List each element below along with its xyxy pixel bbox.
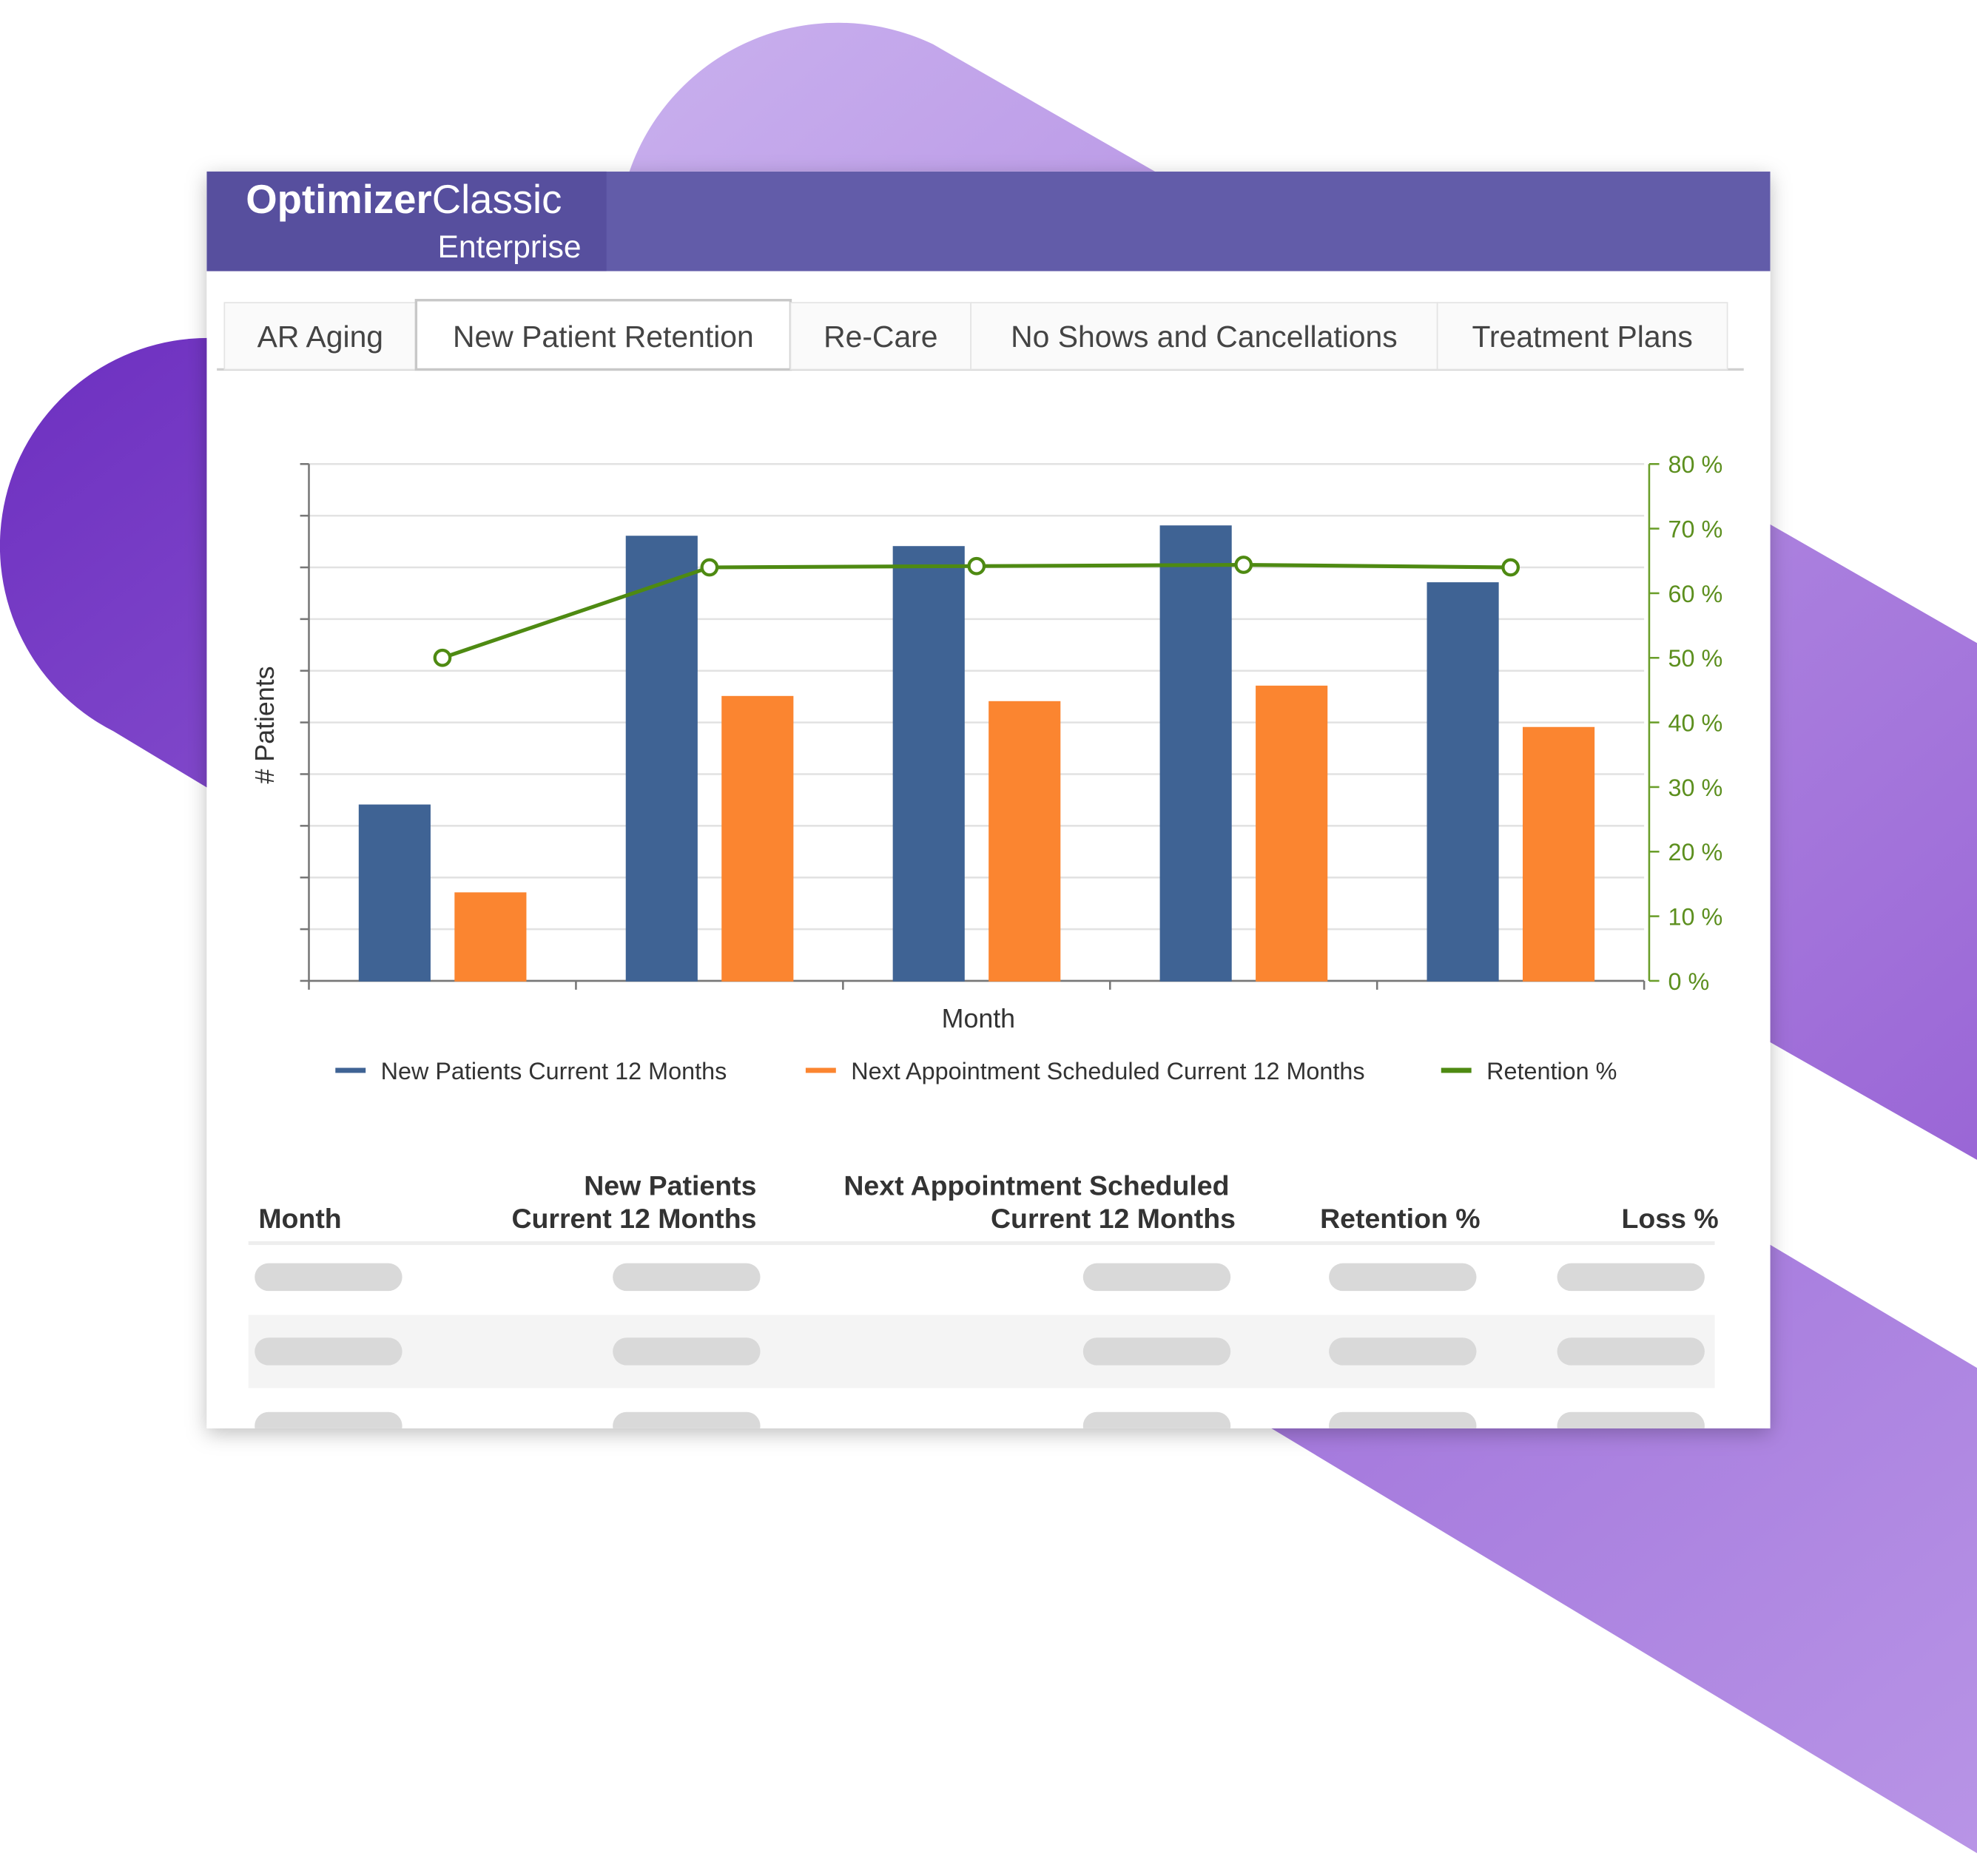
card xyxy=(206,171,1771,1428)
skeleton-cell xyxy=(1329,1411,1477,1428)
brand-subtitle: Enterprise xyxy=(437,229,581,265)
y2-tick-label: 50 % xyxy=(1668,645,1723,672)
bar xyxy=(721,695,794,982)
column-header: Loss % xyxy=(1621,1203,1718,1234)
logo-block xyxy=(206,171,607,271)
column-header: New Patients xyxy=(584,1170,756,1201)
brand-rest: Classic xyxy=(432,177,562,222)
y2-tick-label: 60 % xyxy=(1668,581,1723,607)
skeleton-cell xyxy=(613,1263,761,1292)
bar xyxy=(892,546,965,982)
skeleton-cell xyxy=(1557,1337,1705,1366)
tab[interactable] xyxy=(223,302,417,371)
chart: 0 % 10 % 20 % 30 % 40 % 50 % 60 % 70 % 80 % # Pat… xyxy=(250,451,1722,1084)
bar xyxy=(454,892,527,982)
bar xyxy=(988,701,1061,982)
tab-label[interactable]: New Patient Retention xyxy=(453,320,754,354)
tab-label[interactable]: Re-Care xyxy=(824,320,937,354)
skeleton-cell xyxy=(1329,1337,1477,1366)
line-point xyxy=(1234,556,1253,574)
bar xyxy=(625,536,698,982)
bar xyxy=(1427,582,1499,982)
tab[interactable] xyxy=(1436,302,1728,371)
skeleton-cell xyxy=(1329,1263,1477,1292)
x-axis-title: Month xyxy=(942,1004,1015,1033)
skeleton-cell xyxy=(255,1337,403,1366)
y2-tick-label: 80 % xyxy=(1668,451,1723,478)
skeleton-cell xyxy=(1082,1411,1231,1428)
bar xyxy=(1159,525,1232,982)
tab[interactable] xyxy=(970,302,1438,371)
bar xyxy=(1256,685,1328,982)
tab-label[interactable]: No Shows and Cancellations xyxy=(1011,320,1398,354)
y2-tick-label: 40 % xyxy=(1668,710,1723,737)
skeleton-cell xyxy=(255,1411,403,1428)
legend-label: New Patients Current 12 Months xyxy=(381,1058,727,1084)
y2-tick-label: 70 % xyxy=(1668,516,1723,543)
y2-tick-label: 0 % xyxy=(1668,968,1710,995)
tab-bar: AR Aging New Patient Retention Re-Care No S… xyxy=(223,299,1728,371)
line-point xyxy=(433,648,452,667)
line-point xyxy=(967,556,986,576)
column-header: Next Appointment Scheduled xyxy=(843,1170,1229,1201)
skeleton-cell xyxy=(255,1263,403,1292)
legend-label: Next Appointment Scheduled Current 12 Mo… xyxy=(851,1058,1364,1084)
line-point xyxy=(1501,558,1520,577)
skeleton-cell xyxy=(1082,1263,1231,1292)
skeleton-cell xyxy=(613,1337,761,1366)
row-stripe xyxy=(248,1315,1715,1389)
y2-tick-label: 20 % xyxy=(1668,839,1723,866)
bar xyxy=(358,804,431,982)
y2-tick-label: 30 % xyxy=(1668,775,1723,801)
column-header: Month xyxy=(258,1203,341,1234)
tab[interactable] xyxy=(789,302,971,371)
line-point xyxy=(700,558,719,577)
legend-label: Retention % xyxy=(1486,1058,1617,1084)
tab-label[interactable]: AR Aging xyxy=(257,320,383,354)
column-header: Current 12 Months xyxy=(991,1203,1236,1234)
brand: OptimizerClassic xyxy=(246,177,562,222)
skeleton-cell xyxy=(1557,1263,1705,1292)
tab-label[interactable]: Treatment Plans xyxy=(1472,320,1692,354)
column-header: Current 12 Months xyxy=(511,1203,756,1234)
tab-active[interactable] xyxy=(414,299,792,371)
skeleton-cell xyxy=(1557,1411,1705,1428)
brand-bold: Optimizer xyxy=(246,177,431,222)
y-axis-title: # Patients xyxy=(250,666,280,783)
column-header: Retention % xyxy=(1320,1203,1480,1234)
skeleton-cell xyxy=(1082,1337,1231,1366)
bar xyxy=(1523,726,1595,982)
y2-tick-label: 10 % xyxy=(1668,904,1723,931)
skeleton-cell xyxy=(613,1411,761,1428)
